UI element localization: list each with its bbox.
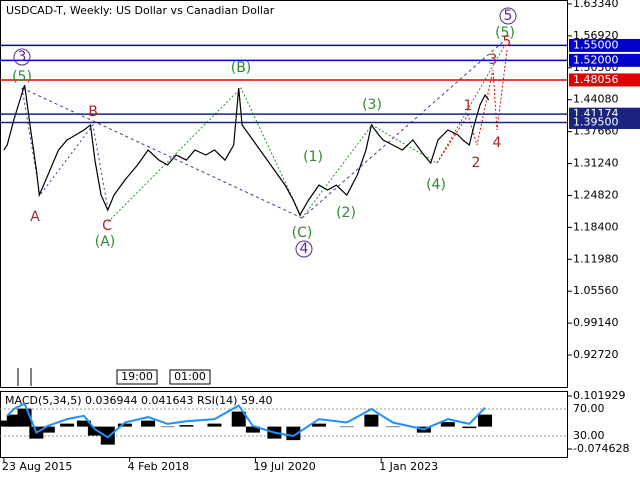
macd-bar bbox=[160, 426, 175, 428]
level-label: 1.52000 bbox=[573, 53, 619, 66]
time-label: 19:00 bbox=[121, 370, 153, 383]
macd-bar bbox=[385, 426, 400, 428]
wave-label: (3) bbox=[362, 97, 382, 113]
wave-circle bbox=[295, 240, 313, 258]
macd-bar bbox=[312, 423, 327, 427]
level-tag bbox=[569, 53, 640, 67]
y-tick-label: 0.99140 bbox=[573, 316, 619, 329]
macd-bar bbox=[76, 420, 91, 427]
time-box bbox=[116, 369, 158, 385]
y-tick-label: 1.05560 bbox=[573, 284, 619, 297]
wave-label: 5 bbox=[503, 34, 512, 50]
wave-label: 5 bbox=[504, 8, 513, 24]
level-tag bbox=[569, 73, 640, 87]
x-tick-label: 4 Feb 2018 bbox=[128, 460, 189, 473]
y2-tick-label: 30.00 bbox=[573, 429, 605, 442]
macd-bar bbox=[100, 426, 115, 445]
macd-bar bbox=[87, 426, 102, 436]
rsi-line bbox=[6, 402, 486, 439]
wave-label: (B) bbox=[231, 60, 252, 76]
macd-bar bbox=[207, 423, 222, 427]
time-box bbox=[169, 369, 211, 385]
macd-bar bbox=[179, 425, 194, 427]
wave-line bbox=[107, 87, 303, 223]
wave-label: A bbox=[30, 209, 40, 225]
wave-label: (5) bbox=[12, 69, 32, 85]
y-tick-label: 1.63340 bbox=[573, 0, 619, 10]
level-label: 1.55000 bbox=[573, 38, 619, 51]
y-tick-label: 1.31240 bbox=[573, 157, 619, 170]
price-line bbox=[3, 84, 490, 217]
macd-bar bbox=[60, 423, 75, 427]
wave-label: 3 bbox=[489, 52, 498, 68]
wave-label: (5) bbox=[495, 25, 515, 41]
wave-label: B bbox=[88, 104, 98, 120]
wave-circle bbox=[499, 7, 517, 25]
level-label: 1.39500 bbox=[573, 115, 619, 128]
x-tick-label: 23 Aug 2015 bbox=[2, 460, 72, 473]
wave-label: (C) bbox=[292, 225, 313, 241]
main-panel-frame bbox=[0, 0, 568, 388]
chart-title: USDCAD-T, Weekly: US Dollar vs Canadian … bbox=[6, 4, 275, 17]
macd-bar bbox=[117, 423, 132, 427]
y-tick-label: 1.11980 bbox=[573, 252, 619, 265]
macd-bar bbox=[141, 420, 156, 427]
time-label: 01:00 bbox=[174, 370, 206, 383]
macd-bar bbox=[231, 411, 246, 427]
wave-label: 1 bbox=[464, 98, 473, 114]
y-tick-label: 0.92720 bbox=[573, 348, 619, 361]
macd-bar bbox=[440, 422, 455, 427]
wave-label: 3 bbox=[18, 49, 27, 65]
wave-label: (1) bbox=[303, 149, 323, 165]
macd-bar bbox=[364, 414, 379, 427]
wave-label: (A) bbox=[95, 234, 116, 250]
wave-label: (4) bbox=[426, 177, 446, 193]
macd-bar bbox=[339, 426, 354, 428]
wave-label: 4 bbox=[300, 241, 309, 257]
macd-bar bbox=[478, 414, 493, 427]
y-tick-label: 1.56920 bbox=[573, 29, 619, 42]
wave-line bbox=[301, 39, 506, 219]
macd-bar bbox=[286, 426, 301, 441]
y-tick-label: -0.074628 bbox=[573, 442, 629, 455]
level-tag bbox=[569, 115, 640, 129]
macd-bar bbox=[462, 426, 477, 429]
wave-label: (2) bbox=[336, 205, 356, 221]
macd-bar bbox=[245, 426, 260, 433]
y-tick-label: 1.18400 bbox=[573, 220, 619, 233]
macd-bar bbox=[40, 426, 55, 433]
y-tick-label: 0.101929 bbox=[573, 389, 626, 402]
x-tick-label: 1 Jan 2023 bbox=[379, 460, 438, 473]
y2-tick-label: 70.00 bbox=[573, 402, 605, 415]
x-tick-label: 19 Jul 2020 bbox=[253, 460, 315, 473]
wave-circle bbox=[13, 48, 31, 66]
y-tick-label: 1.24820 bbox=[573, 188, 619, 201]
macd-bar bbox=[6, 414, 21, 427]
wave-label: 4 bbox=[493, 135, 502, 151]
indicator-title: MACD(5,34,5) 0.036944 0.041643 RSI(14) 5… bbox=[5, 394, 272, 407]
y-tick-label: 1.44080 bbox=[573, 93, 619, 106]
level-tag bbox=[569, 38, 640, 52]
level-label: 1.48056 bbox=[573, 73, 619, 86]
wave-label: 2 bbox=[472, 155, 481, 171]
wave-label: C bbox=[102, 218, 112, 234]
